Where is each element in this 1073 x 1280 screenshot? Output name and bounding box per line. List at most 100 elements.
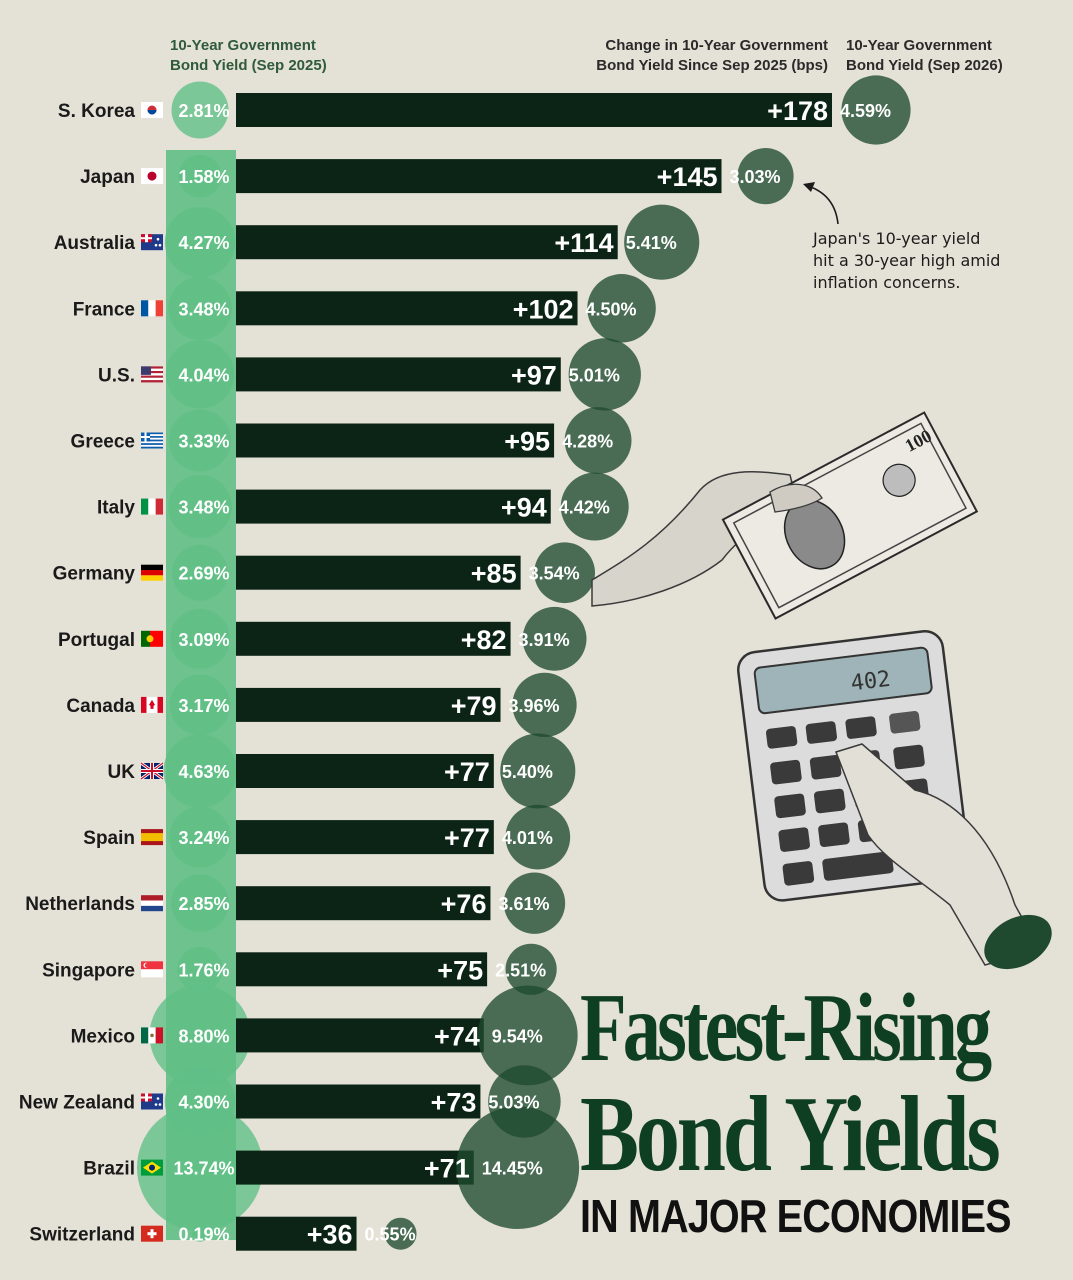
yield-2026-bubble: [500, 733, 576, 809]
yield-2025-column-header: 10-Year Government Bond Yield (Sep 2025): [170, 36, 327, 76]
change-bar: [236, 886, 491, 921]
title-line1: Fastest-Rising: [580, 974, 992, 1082]
flag-fr-icon: [141, 300, 163, 317]
flag-us-icon: [141, 366, 163, 383]
country-label: Greece: [71, 432, 135, 453]
flag-nz-icon: [141, 1093, 163, 1110]
yield-2026-bubble: [560, 472, 629, 541]
yield-2026-header-line1: 10-Year Government: [846, 37, 992, 54]
title-line2: Bond Yields: [580, 1075, 1001, 1194]
yield-2025-value-label: 3.17%: [178, 696, 229, 716]
flag-sg-icon: [141, 961, 163, 978]
yield-2025-bubble: [169, 674, 231, 736]
flag-ca-icon: [141, 696, 163, 713]
country-label: Japan: [80, 167, 135, 188]
change-bar: [236, 1150, 474, 1185]
flag-de-icon: [141, 564, 163, 581]
change-value-label: +94: [501, 493, 547, 523]
flag-nl-icon: [141, 895, 163, 912]
change-value-label: +145: [657, 162, 718, 192]
country-label: Italy: [97, 498, 135, 519]
flag-au-icon: [141, 234, 163, 251]
change-bar: [236, 1018, 484, 1053]
change-bar: [236, 357, 561, 392]
change-bar: [236, 1084, 481, 1119]
yield-2026-value-label: 3.61%: [498, 894, 549, 914]
hand-with-money-icon: 100: [591, 411, 979, 620]
change-bar: [236, 225, 618, 260]
yield-2026-column-header: 10-Year Government Bond Yield (Sep 2026): [846, 36, 1003, 76]
change-value-label: +76: [441, 889, 487, 919]
yield-2025-bubble: [165, 340, 235, 409]
change-value-label: +77: [444, 757, 490, 787]
yield-2026-value-label: 5.41%: [626, 233, 677, 253]
yield-2025-value-label: 1.76%: [178, 960, 229, 980]
yield-2025-bubble: [164, 207, 236, 278]
change-value-label: +97: [511, 360, 557, 390]
title-line3: IN MAJOR ECONOMIES: [580, 1190, 1012, 1242]
yield-2025-value-label: 3.48%: [178, 498, 229, 518]
yield-2026-bubble: [564, 407, 632, 474]
yield-2026-value-label: 3.54%: [529, 564, 580, 584]
yield-2026-value-label: 3.03%: [730, 167, 781, 187]
flag-kr-icon: [141, 102, 163, 118]
change-value-label: +71: [424, 1154, 470, 1184]
yield-2026-value-label: 4.50%: [586, 299, 637, 319]
change-value-label: +74: [434, 1021, 480, 1051]
change-bar: [236, 1216, 357, 1251]
change-bar: [236, 754, 494, 788]
yield-2026-bubble: [505, 943, 557, 995]
annotation-line1: Japan's 10-year yield: [813, 229, 981, 248]
yield-2026-value-label: 3.96%: [509, 696, 560, 716]
yield-2025-header-line2: Bond Yield (Sep 2025): [170, 57, 327, 74]
change-bar: [236, 555, 521, 590]
country-label: France: [73, 299, 135, 320]
change-value-label: +114: [554, 228, 613, 258]
yield-2026-value-label: 5.03%: [488, 1093, 539, 1113]
yield-2025-bubble: [168, 409, 232, 472]
country-label: S. Korea: [58, 101, 136, 122]
country-label: Germany: [53, 564, 136, 585]
decorations: 100 402: [591, 182, 1052, 970]
flag-jp-icon: [141, 168, 163, 185]
change-header-line2: Bond Yield Since Sep 2025 (bps): [596, 57, 828, 74]
yield-2025-bubble: [136, 1104, 264, 1231]
annotation-arrow-icon: [807, 185, 839, 225]
yield-2025-bubble: [171, 81, 229, 139]
annotation-line2: hit a 30-year high amid: [813, 251, 1001, 270]
yield-2026-bubbles: [384, 75, 911, 1250]
yield-2026-bubble: [624, 204, 700, 280]
yield-2025-value-label: 3.09%: [178, 630, 229, 650]
yield-2025-bubble: [172, 544, 228, 601]
change-value-label: +36: [307, 1220, 353, 1250]
flag-es-icon: [141, 829, 163, 846]
yield-2025-bubble: [178, 154, 222, 198]
flag-br-icon: [141, 1159, 163, 1176]
yield-2026-header-line2: Bond Yield (Sep 2026): [846, 57, 1003, 74]
yield-2025-value-label: 8.80%: [178, 1026, 229, 1046]
yield-2025-value-label: 3.33%: [178, 432, 229, 452]
change-value-label: +102: [513, 294, 574, 324]
yield-2025-value-label: 0.19%: [178, 1225, 229, 1245]
yield-2026-value-label: 9.54%: [492, 1026, 543, 1046]
yield-2025-bubble: [192, 1225, 208, 1242]
flag-icons: [140, 102, 164, 1242]
country-label: Spain: [83, 828, 135, 849]
yield-2026-value-label: 5.40%: [502, 762, 553, 782]
svg-text:402: 402: [849, 667, 892, 697]
yield-2026-value-label: 2.51%: [495, 960, 546, 980]
japan-annotation: Japan's 10-year yield hit a 30-year high…: [813, 228, 1053, 294]
yield-2026-bubble: [568, 338, 641, 411]
country-label: Netherlands: [25, 894, 135, 915]
change-column-header: Change in 10-Year Government Bond Yield …: [596, 36, 828, 76]
yield-2026-bubble: [522, 606, 587, 671]
yield-2026-bubble: [505, 804, 571, 870]
yield-2025-value-label: 4.27%: [178, 233, 229, 253]
change-bar: [236, 423, 555, 458]
yield-2026-bubble: [587, 274, 656, 343]
yield-2026-bubble: [456, 1106, 580, 1229]
yield-2025-bubble: [168, 276, 232, 341]
flag-gr-icon: [141, 432, 163, 449]
yield-2025-bubble: [149, 984, 251, 1086]
